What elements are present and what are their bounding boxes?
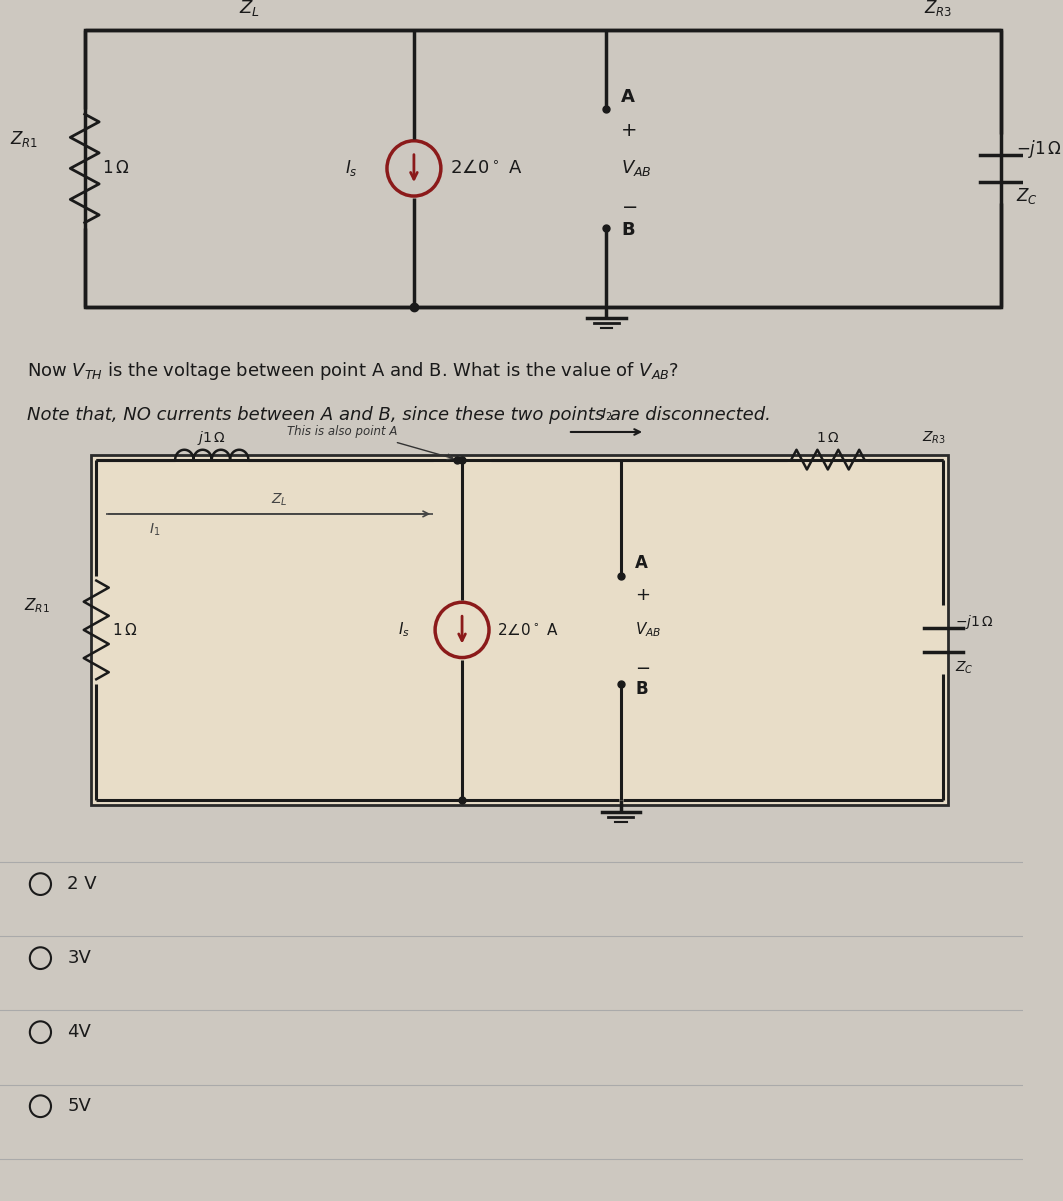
- Text: $Z_C$: $Z_C$: [955, 659, 974, 676]
- Text: B: B: [636, 680, 648, 698]
- Text: $Z_{R3}$: $Z_{R3}$: [922, 430, 946, 446]
- Text: $-$: $-$: [621, 197, 637, 215]
- Text: Note that, NO currents between A and B, since these two points are disconnected.: Note that, NO currents between A and B, …: [27, 406, 771, 424]
- Text: $Z_L$: $Z_L$: [271, 492, 287, 508]
- Text: +: +: [636, 586, 651, 604]
- Text: 3V: 3V: [67, 949, 91, 967]
- Text: $1\,\Omega$: $1\,\Omega$: [816, 431, 840, 444]
- Text: 4V: 4V: [67, 1023, 91, 1041]
- Bar: [85, 30, 1001, 306]
- Text: $2\angle 0^\circ$ A: $2\angle 0^\circ$ A: [451, 160, 523, 178]
- Text: $V_{AB}$: $V_{AB}$: [621, 159, 652, 179]
- Text: $Z_C$: $Z_C$: [1015, 186, 1037, 207]
- Text: Now $V_{TH}$ is the voltage between point A and B. What is the value of $V_{AB}$: Now $V_{TH}$ is the voltage between poin…: [27, 360, 679, 382]
- Text: 2 V: 2 V: [67, 876, 97, 894]
- Text: $Z_{R1}$: $Z_{R1}$: [10, 129, 38, 149]
- Text: $I_1$: $I_1$: [149, 521, 161, 538]
- Text: +: +: [621, 121, 638, 141]
- Text: $Z_L$: $Z_L$: [239, 0, 259, 18]
- Text: $j1\,\Omega$: $j1\,\Omega$: [198, 429, 226, 447]
- Text: A: A: [621, 89, 635, 107]
- Bar: [91, 455, 948, 805]
- Text: $I_s$: $I_s$: [399, 621, 410, 639]
- Text: $2\angle 0^\circ$ A: $2\angle 0^\circ$ A: [496, 622, 558, 638]
- Text: $-$: $-$: [636, 658, 651, 676]
- Text: $Z_{R3}$: $Z_{R3}$: [925, 0, 952, 18]
- Text: $-j1\,\Omega$: $-j1\,\Omega$: [955, 613, 994, 631]
- Text: $I_2$: $I_2$: [601, 407, 612, 424]
- Text: A: A: [636, 554, 648, 572]
- Text: 5V: 5V: [67, 1098, 91, 1116]
- Text: $I_s$: $I_s$: [345, 159, 358, 179]
- Text: $1\,\Omega$: $1\,\Omega$: [102, 160, 130, 178]
- Text: $1\,\Omega$: $1\,\Omega$: [112, 622, 137, 638]
- Text: $-j1\,\Omega$: $-j1\,\Omega$: [1015, 138, 1062, 160]
- Text: This is also point A: This is also point A: [287, 425, 396, 438]
- Text: $V_{AB}$: $V_{AB}$: [636, 621, 661, 639]
- Text: $Z_{R1}$: $Z_{R1}$: [24, 596, 50, 615]
- Text: B: B: [621, 221, 635, 239]
